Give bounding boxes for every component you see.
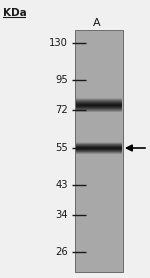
Bar (76, 146, 122, 147)
Bar (76, 100, 122, 101)
Bar (76, 142, 122, 143)
Text: 55: 55 (55, 143, 68, 153)
Text: 72: 72 (55, 105, 68, 115)
Bar (76, 105, 122, 106)
Bar (76, 107, 122, 108)
Text: 26: 26 (55, 247, 68, 257)
Bar (75, 30, 123, 272)
Bar (76, 108, 122, 109)
Bar (76, 109, 122, 110)
Bar (76, 104, 122, 105)
Bar (76, 106, 122, 107)
Bar (76, 150, 122, 151)
Bar (76, 110, 122, 111)
Bar (76, 152, 122, 153)
Bar (76, 151, 122, 152)
Text: 95: 95 (55, 75, 68, 85)
Bar (76, 102, 122, 103)
Bar (76, 144, 122, 145)
Bar (76, 101, 122, 102)
Bar (76, 99, 122, 100)
Bar (76, 147, 122, 148)
Text: 130: 130 (49, 38, 68, 48)
Bar (76, 103, 122, 104)
Text: 43: 43 (56, 180, 68, 190)
Bar (76, 98, 122, 99)
Text: KDa: KDa (3, 8, 27, 18)
Bar (76, 148, 122, 149)
Text: A: A (93, 18, 101, 28)
Bar (76, 111, 122, 112)
Bar (76, 143, 122, 144)
Bar (76, 145, 122, 146)
Bar (76, 149, 122, 150)
Text: 34: 34 (56, 210, 68, 220)
Bar (76, 153, 122, 154)
